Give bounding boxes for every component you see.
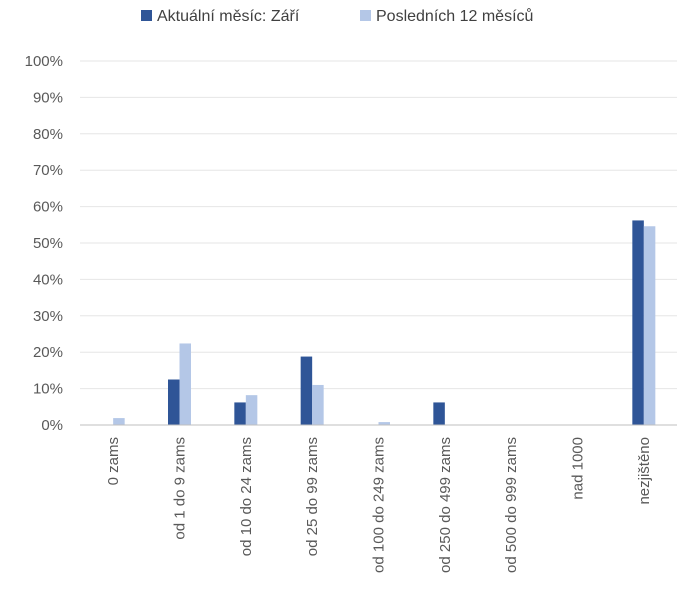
legend-label-last-12-months: Posledních 12 měsíců — [376, 7, 533, 25]
y-axis-ticks: 0% 10% 20% 30% 40% 50% 60% 70% 80% 90% 100% — [25, 53, 63, 434]
y-tick-label: 50% — [33, 235, 63, 252]
x-tick-label: 0 zams — [105, 437, 122, 485]
y-tick-label: 80% — [33, 126, 63, 143]
bar — [643, 226, 656, 425]
bar — [245, 395, 258, 425]
legend-label-current-month: Aktuální měsíc: Září — [157, 8, 300, 25]
legend-swatch-current-month — [141, 10, 152, 21]
bars — [113, 220, 656, 425]
x-tick-label: od 250 do 499 zams — [437, 437, 454, 573]
y-tick-label: 90% — [33, 89, 63, 106]
bar — [179, 343, 191, 425]
y-tick-label: 30% — [33, 308, 63, 325]
legend-swatch-last-12-months — [360, 10, 371, 21]
x-axis-ticks: 0 zams od 1 do 9 zams od 10 do 24 zams od 2… — [105, 437, 653, 573]
y-tick-label: 70% — [33, 162, 63, 179]
bar — [113, 418, 125, 425]
y-tick-label: 10% — [33, 381, 63, 398]
bar — [378, 422, 390, 425]
x-tick-label: nezjištěno — [636, 437, 653, 505]
y-tick-label: 40% — [33, 271, 63, 288]
bar — [312, 384, 324, 425]
bar — [632, 220, 644, 425]
bar — [168, 379, 180, 425]
gridlines — [80, 60, 677, 390]
x-tick-label: od 500 do 999 zams — [503, 437, 520, 573]
x-tick-label: nad 1000 — [570, 437, 587, 500]
y-tick-label: 100% — [25, 53, 63, 70]
legend: Aktuální měsíc: Září Posledních 12 měsíc… — [141, 7, 533, 25]
bar — [433, 402, 445, 425]
x-tick-label: od 100 do 249 zams — [371, 437, 388, 573]
y-tick-label: 60% — [33, 199, 63, 216]
y-tick-label: 0% — [41, 417, 63, 434]
x-tick-label: od 25 do 99 zams — [304, 437, 321, 556]
x-tick-label: od 10 do 24 zams — [238, 437, 255, 556]
bar — [300, 356, 313, 425]
y-tick-label: 20% — [33, 344, 63, 361]
bar — [234, 402, 246, 425]
x-tick-label: od 1 do 9 zams — [172, 437, 189, 540]
